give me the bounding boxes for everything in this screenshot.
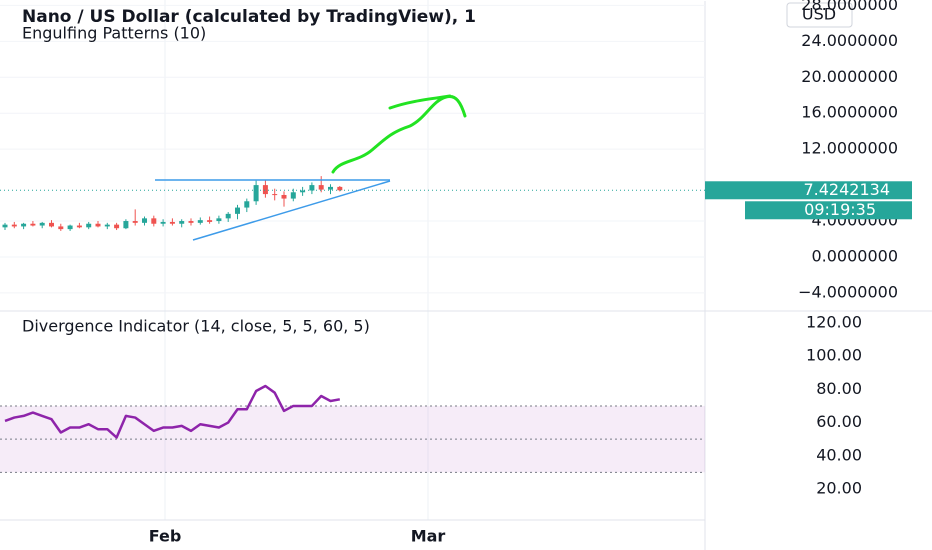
candle-body bbox=[160, 221, 166, 224]
candle-body bbox=[300, 190, 306, 193]
y-tick-label: 120.00 bbox=[806, 312, 862, 331]
candle-body bbox=[49, 222, 54, 227]
candle-body bbox=[225, 213, 231, 219]
candle-body bbox=[244, 201, 250, 208]
y-tick-label: 12.0000000 bbox=[801, 139, 898, 158]
indicator-name: Divergence Indicator (14, close, 5, 5, 6… bbox=[22, 317, 370, 336]
candle-body bbox=[30, 223, 36, 226]
candle-body bbox=[179, 221, 185, 224]
y-tick-label: −4.0000000 bbox=[798, 282, 898, 301]
candle-body bbox=[132, 221, 138, 223]
candle-body bbox=[114, 224, 120, 229]
price-pane bbox=[0, 4, 705, 294]
y-tick-label: 100.00 bbox=[806, 346, 862, 365]
level-band bbox=[0, 405, 705, 473]
candle-body bbox=[272, 194, 278, 196]
y-tick-label: 80.00 bbox=[816, 379, 862, 398]
candle-body bbox=[169, 221, 175, 224]
x-tick-label: Mar bbox=[411, 527, 446, 546]
candle-body bbox=[216, 218, 222, 222]
y-tick-label: 0.0000000 bbox=[811, 246, 898, 265]
last-price-badge bbox=[705, 181, 912, 200]
y-tick-label: 28.0000000 bbox=[801, 0, 898, 14]
candle-body bbox=[76, 225, 82, 228]
currency-button[interactable] bbox=[786, 2, 853, 28]
candle-body bbox=[262, 185, 268, 195]
candle-body bbox=[67, 225, 73, 230]
chart-title: Nano / US Dollar (calculated by TradingV… bbox=[22, 7, 476, 27]
y-tick-label: 16.0000000 bbox=[801, 103, 898, 122]
x-tick-label: Feb bbox=[149, 527, 182, 546]
candle-body bbox=[151, 218, 157, 224]
countdown-badge bbox=[745, 201, 912, 220]
countdown-label: 09:19:35 bbox=[804, 200, 876, 219]
candle-body bbox=[11, 224, 17, 227]
candle-body bbox=[337, 186, 343, 191]
axis-cover bbox=[703, 0, 932, 1]
y-tick-label: 40.00 bbox=[816, 445, 862, 464]
candle-body bbox=[207, 220, 213, 222]
indicator-line bbox=[4, 384, 341, 439]
candle-body bbox=[309, 185, 315, 191]
candle-body bbox=[197, 220, 203, 223]
drawn-arrow bbox=[331, 94, 467, 174]
y-tick-label: 20.00 bbox=[816, 478, 862, 497]
candle-body bbox=[95, 223, 101, 227]
last-price-label: 7.4242134 bbox=[803, 180, 890, 199]
candle-body bbox=[318, 185, 324, 190]
candle-body bbox=[235, 207, 240, 214]
indicator-pane bbox=[0, 384, 705, 473]
candle-body bbox=[328, 186, 333, 190]
candle-body bbox=[2, 224, 8, 228]
candle-body bbox=[281, 194, 287, 199]
candle-body bbox=[104, 224, 110, 227]
indicator-name: Engulfing Patterns (10) bbox=[22, 24, 206, 43]
y-tick-label: 60.00 bbox=[816, 412, 862, 431]
candle-body bbox=[253, 185, 259, 202]
candle-body bbox=[39, 222, 45, 226]
y-tick-label: 24.0000000 bbox=[801, 31, 898, 50]
candle-body bbox=[58, 226, 64, 230]
candle-body bbox=[86, 223, 92, 228]
candle-body bbox=[21, 223, 27, 227]
currency-label[interactable]: USD bbox=[802, 5, 836, 24]
y-tick-label: 20.0000000 bbox=[801, 67, 898, 86]
trend-line bbox=[192, 180, 391, 241]
candle-body bbox=[123, 221, 129, 229]
candle-body bbox=[142, 218, 147, 223]
candle-body bbox=[290, 192, 296, 199]
candle-body bbox=[188, 221, 194, 223]
